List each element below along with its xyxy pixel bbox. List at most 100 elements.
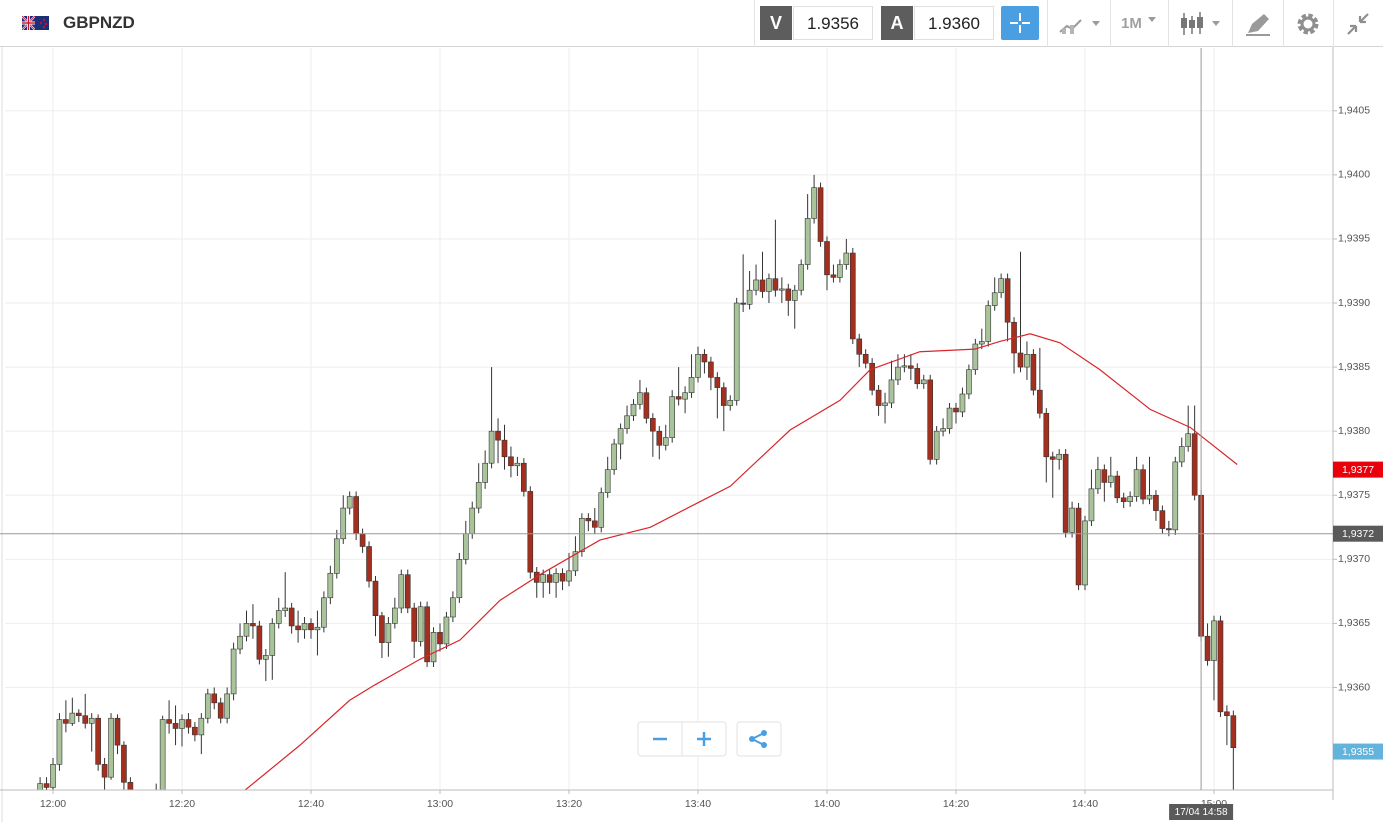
candle-body — [192, 726, 198, 736]
candle-body — [1056, 453, 1063, 460]
candle-body — [759, 279, 766, 292]
candle-body — [553, 573, 559, 583]
candle-body — [650, 418, 656, 432]
candle-body — [385, 623, 392, 643]
candle-body — [527, 491, 534, 573]
candle-body — [37, 783, 43, 790]
x-tick-label: 12:00 — [40, 798, 66, 810]
timeframe[interactable]: 1M — [1121, 15, 1142, 32]
candle-body — [185, 719, 192, 728]
candle-body — [637, 392, 643, 405]
candle-body — [224, 693, 230, 719]
candle-body — [159, 719, 166, 790]
candle-body — [1217, 620, 1224, 713]
grid — [5, 48, 1333, 790]
candle-body — [75, 712, 82, 716]
candle-body — [849, 252, 856, 340]
draw-tool-button[interactable] — [1244, 11, 1272, 37]
candle-body — [230, 648, 237, 695]
candle-body — [1101, 469, 1108, 483]
candle-body — [1127, 496, 1133, 502]
candle-body — [508, 456, 514, 467]
share-button[interactable] — [736, 721, 782, 757]
candle-body — [327, 573, 334, 599]
candle-body — [462, 533, 469, 560]
candle-body — [1178, 446, 1185, 463]
candle-body — [617, 428, 624, 445]
candle-body — [495, 430, 501, 441]
candle-body — [779, 288, 785, 291]
candle-body — [746, 289, 753, 305]
candle-body — [895, 366, 901, 381]
candle-body — [662, 437, 669, 446]
ask-price[interactable]: 1.9360 — [914, 6, 994, 40]
candle-body — [837, 264, 843, 278]
candle-body — [740, 302, 746, 305]
candle-body — [1230, 715, 1237, 749]
candle-body — [1140, 469, 1146, 500]
candle-body — [733, 302, 740, 401]
y-tick-label: 1,9390 — [1338, 297, 1370, 309]
candle-body — [424, 606, 430, 663]
time-tag-label: 17/04 14:58 — [1175, 807, 1228, 818]
price-tag — [1333, 743, 1383, 760]
y-tick-label: 1,9395 — [1338, 233, 1370, 245]
candle-body — [469, 507, 476, 534]
zoom-controls — [637, 721, 782, 757]
candle-body — [824, 241, 830, 276]
candle-style-button[interactable] — [1178, 10, 1224, 38]
candle-body — [862, 353, 869, 364]
candle-body — [914, 368, 921, 385]
candle-body — [675, 396, 682, 400]
candle-body — [43, 783, 50, 788]
candle-body — [321, 597, 327, 628]
y-tick-label: 1,9405 — [1338, 105, 1370, 117]
zoom-in-button[interactable] — [697, 732, 711, 746]
price-tag — [1333, 525, 1383, 542]
candle-body — [1017, 352, 1024, 368]
candle-body — [604, 469, 611, 493]
candle-body — [656, 430, 663, 446]
candle-body — [1095, 469, 1101, 490]
candle-body — [237, 635, 243, 650]
price-tag-label: 1,9372 — [1342, 528, 1374, 540]
candle-body — [340, 507, 347, 540]
candle-body — [69, 712, 76, 724]
candle-body — [366, 546, 372, 582]
x-tick-label: 14:00 — [814, 798, 840, 810]
separator — [1047, 0, 1048, 47]
candle-body — [50, 764, 56, 788]
candle-body — [888, 379, 895, 404]
candle-body — [701, 353, 708, 363]
candle-body — [359, 533, 366, 547]
candle-body — [430, 632, 437, 663]
y-tick-label: 1,9370 — [1338, 553, 1370, 565]
candle-body — [1049, 456, 1056, 460]
candle-body — [1146, 494, 1153, 500]
crosshair-button[interactable] — [1001, 6, 1039, 40]
axes: 1,9360 1,9365 1,9370 1,9375 1,9380 1,9385 1,93… — [40, 105, 1370, 810]
settings-button[interactable] — [1294, 10, 1322, 38]
candle-body — [1043, 412, 1050, 458]
candle-body — [772, 278, 779, 291]
candle-body — [404, 574, 411, 609]
chart-type-button[interactable] — [1058, 12, 1104, 36]
bid-label: V — [760, 6, 792, 40]
collapse-button[interactable] — [1345, 11, 1371, 37]
candle-body — [598, 492, 605, 528]
price-tag-label: 1,9355 — [1342, 746, 1374, 758]
x-tick-label: 13:40 — [685, 798, 711, 810]
bid-price[interactable]: 1.9356 — [793, 6, 873, 40]
separator — [1283, 0, 1284, 47]
candle-body — [179, 719, 185, 729]
candle-body — [559, 573, 566, 582]
candle-body — [933, 430, 940, 460]
candle-body — [708, 361, 714, 378]
symbol: GBPNZD — [63, 13, 135, 32]
candle-body — [1166, 528, 1172, 531]
price-tags: 1,9377 1,9355 1,9372 17/04 14:58 — [1169, 461, 1383, 820]
candle-body — [114, 717, 121, 746]
candle-body — [443, 616, 450, 645]
candle-body — [217, 702, 224, 719]
time-tag — [1169, 804, 1234, 820]
